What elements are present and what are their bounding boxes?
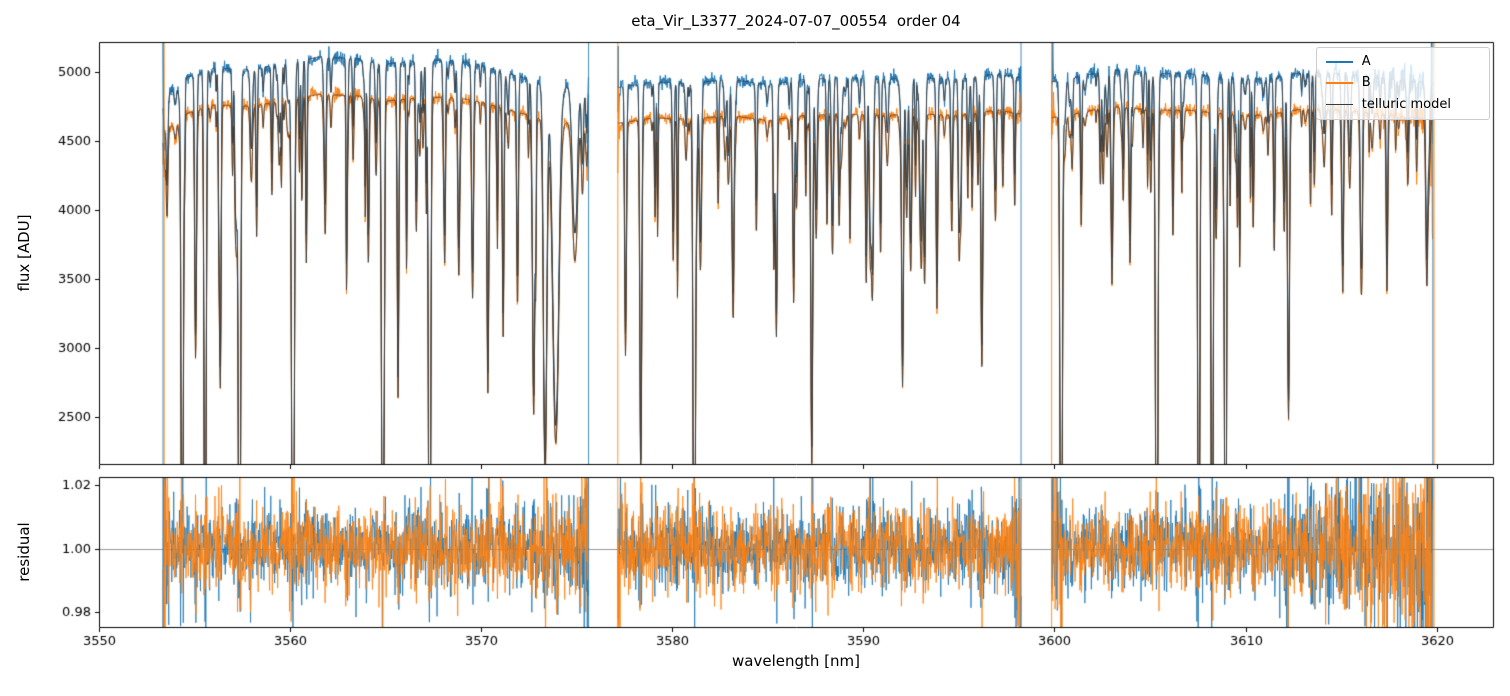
legend-label-b: B [1361,75,1371,91]
legend-line-telluric-icon [1325,104,1353,106]
x-axis-label: wavelength [nm] [732,652,860,670]
legend-label-a: A [1361,54,1371,69]
legend-line-a-icon [1325,61,1353,64]
legend-entry-a: A [1325,54,1479,69]
legend-entry-b: B [1325,75,1479,91]
figure-title: eta_Vir_L3377_2024-07-07_00554 order 04 [631,12,961,30]
legend-entry-telluric: telluric model [1325,96,1479,112]
residual-axis-label: residual [15,522,33,582]
legend-line-b-icon [1325,82,1353,85]
flux-axis-label: flux [ADU] [15,214,33,292]
legend: A B telluric model [1315,47,1490,120]
legend-label-telluric: telluric model [1361,96,1451,112]
